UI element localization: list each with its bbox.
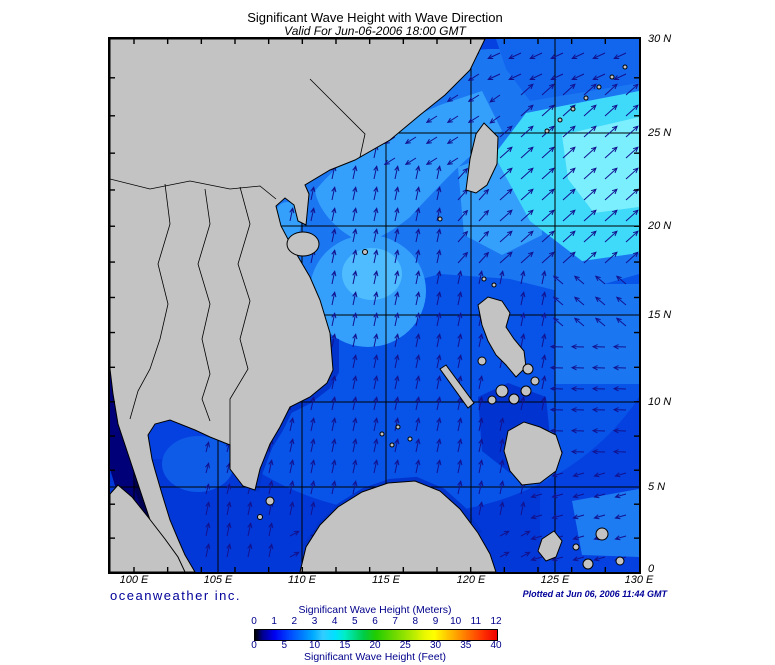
- lon-label: 105 E: [203, 574, 233, 586]
- land-borneo: [299, 480, 497, 572]
- meters-tick-label: 0: [251, 616, 257, 627]
- feet-tick-label: 0: [251, 640, 257, 651]
- meters-tick-label: 6: [372, 616, 378, 627]
- feet-tick-label: 25: [399, 640, 411, 651]
- feet-tick-label: 40: [490, 640, 502, 651]
- lat-label: 0: [648, 563, 655, 575]
- landmasses: [110, 39, 628, 572]
- land-sulawesi: [537, 530, 563, 562]
- lon-label: 110 E: [288, 574, 316, 586]
- feet-tick-label: 15: [339, 640, 351, 651]
- land-palawan: [439, 364, 475, 409]
- meters-tick-label: 5: [352, 616, 358, 627]
- page-title: Significant Wave Height with Wave Direct…: [247, 10, 503, 25]
- colorbar-title-feet: Significant Wave Height (Feet): [303, 651, 446, 663]
- lon-label: 125 E: [540, 574, 570, 586]
- meters-tick-label: 9: [432, 616, 439, 627]
- oceanweather-logo: oceanweather inc.: [110, 588, 242, 603]
- land-mindanao: [503, 421, 563, 486]
- lat-label: 10 N: [648, 396, 672, 408]
- land-hainan: [286, 231, 320, 257]
- meters-tick-label: 1: [271, 616, 277, 627]
- colorbar-title-meters: Significant Wave Height (Meters): [298, 604, 452, 616]
- feet-tick-label: 30: [429, 640, 442, 651]
- country-borders: [110, 78, 366, 445]
- lat-label: 20 N: [648, 220, 672, 232]
- meters-tick-label: 2: [291, 616, 298, 627]
- lon-label: 115 E: [372, 574, 400, 586]
- lon-label: 120 E: [456, 574, 486, 586]
- meters-tick-label: 12: [490, 616, 502, 627]
- valid-time-subtitle: Valid For Jun-06-2006 18:00 GMT: [284, 24, 466, 38]
- meters-tick-label: 10: [450, 616, 462, 627]
- land-sumatra: [110, 484, 186, 572]
- meters-tick-label: 11: [470, 616, 482, 627]
- lat-label: 15 N: [648, 309, 672, 321]
- feet-tick-label: 20: [369, 640, 381, 651]
- land-taiwan: [465, 122, 499, 194]
- colorbar-gradient: [254, 629, 498, 641]
- lat-label: 5 N: [648, 481, 666, 493]
- meters-tick-label: 7: [392, 616, 398, 627]
- feet-tick-label: 10: [308, 640, 321, 651]
- lat-label: 30 N: [648, 33, 672, 45]
- land-mainland-asia: [110, 39, 486, 572]
- feet-tick-label: 35: [460, 640, 472, 651]
- lat-label: 25 N: [648, 127, 672, 139]
- land-luzon: [477, 296, 527, 378]
- meters-tick-label: 8: [412, 616, 419, 627]
- lon-label: 100 E: [119, 574, 149, 586]
- meters-tick-label: 3: [311, 616, 318, 627]
- lon-label: 130 E: [624, 574, 654, 586]
- wave-height-map: [110, 39, 639, 572]
- meters-tick-label: 4: [331, 616, 338, 627]
- map-panel: [108, 37, 641, 574]
- axis-ticks: [110, 39, 639, 572]
- feet-tick-label: 5: [281, 640, 288, 651]
- wave-direction-arrows: [205, 52, 639, 562]
- plotted-timestamp: Plotted at Jun 06, 2006 11:44 GMT: [522, 589, 667, 599]
